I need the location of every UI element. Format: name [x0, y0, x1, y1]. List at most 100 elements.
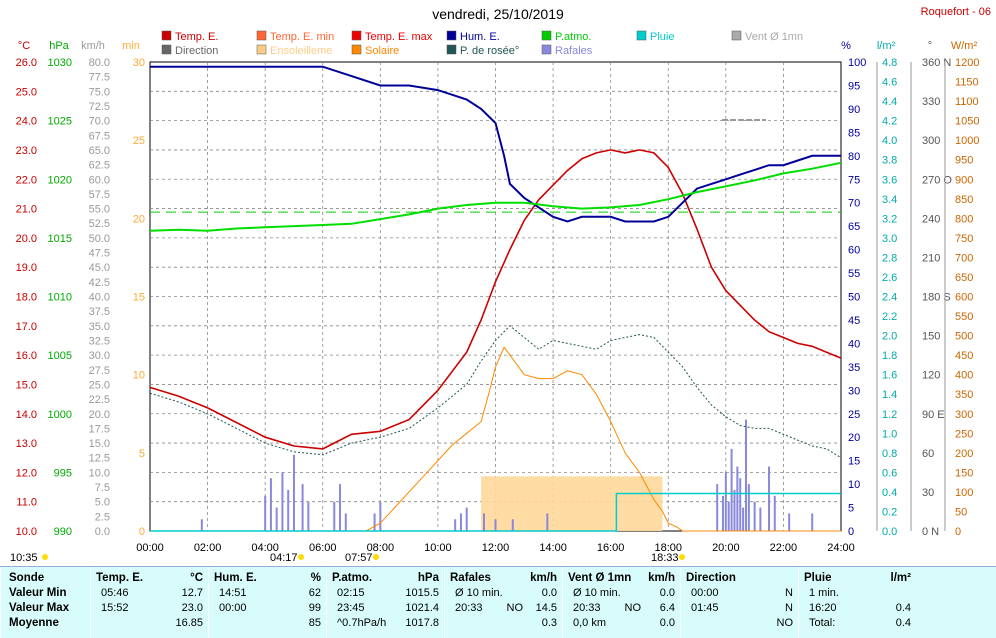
- sun-time: 18:33: [651, 552, 679, 564]
- axis-tick-rain: 4.6: [882, 77, 897, 89]
- legend-label: Temp. E. min: [270, 31, 334, 43]
- axis-tick-wind: 67.5: [89, 130, 110, 142]
- axis-tick-rain: 1.6: [882, 370, 897, 382]
- axis-tick-wind: 25.0: [89, 379, 110, 391]
- axis-tick-wind: 32.5: [89, 335, 110, 347]
- axis-tick-solar_min: 15: [133, 292, 145, 304]
- axis-tick-wind: 30.0: [89, 350, 110, 362]
- axis-tick-temp: 23.0: [16, 145, 37, 157]
- axis-tick-temp: 19.0: [16, 262, 37, 274]
- gust-bar: [275, 507, 278, 531]
- summary-column: Direction 00:00 N 01:45 N NO: [680, 567, 799, 638]
- summary-cell-value: 62: [308, 587, 321, 599]
- axis-tick-rain: 2.4: [882, 292, 897, 304]
- axis-tick-rain: 2.0: [882, 331, 897, 343]
- axis-unit-solar_min: min: [122, 40, 140, 52]
- axis-tick-radiation: 650: [955, 272, 973, 284]
- axis-tick-wind: 47.5: [89, 248, 110, 260]
- axis-tick-wind: 5.0: [95, 497, 110, 509]
- summary-column-unit: l/m²: [890, 572, 911, 584]
- sun-icon: [679, 554, 685, 560]
- axis-unit-direction: °: [928, 40, 932, 52]
- axis-tick-radiation: 1100: [955, 96, 979, 108]
- gust-bar: [773, 495, 776, 531]
- swatch-orange-icon: [351, 44, 362, 55]
- summary-column-title: P.atmo.: [332, 572, 373, 584]
- summary-label-column: Sonde Valeur Min Valeur Max Moyenne: [0, 567, 91, 638]
- axis-tick-pressure: 990: [54, 526, 72, 538]
- summary-column: Rafales km/h Ø 10 min. 0.0 20:33 NO 14.5 0.3: [444, 567, 563, 638]
- axis-tick-pressure: 1000: [48, 409, 72, 421]
- gust-bar: [747, 484, 750, 531]
- sun-icon: [42, 554, 48, 560]
- axis-tick-radiation: 1150: [955, 77, 979, 89]
- summary-column-unit: km/h: [648, 572, 675, 584]
- gust-bar: [307, 501, 310, 531]
- axis-tick-direction: 150: [922, 331, 940, 343]
- axis-tick-radiation: 750: [955, 233, 973, 245]
- axis-tick-temp: 21.0: [16, 204, 37, 216]
- summary-cell-value: N: [785, 602, 793, 614]
- gust-bar: [721, 495, 724, 531]
- axis-tick-wind: 17.5: [89, 423, 110, 435]
- axis-tick-radiation: 500: [955, 331, 973, 343]
- axis-tick-rain: 4.8: [882, 57, 897, 69]
- axis-tick-radiation: 150: [955, 467, 973, 479]
- gust-bar: [287, 489, 290, 531]
- axis-tick-rain: 0.2: [882, 506, 897, 518]
- time-tick: 06:00: [309, 542, 337, 554]
- gust-bar: [379, 501, 382, 531]
- axis-tick-humidity: 55: [848, 268, 860, 280]
- series-solaire: [150, 346, 841, 532]
- sunshine-bar: [481, 476, 617, 531]
- series-p-de-ros-e-: [149, 325, 842, 459]
- summary-cell-value: 0.4: [895, 617, 911, 629]
- axis-tick-temp: 26.0: [16, 57, 37, 69]
- time-tick: 04:00: [251, 542, 279, 554]
- summary-cell-time: 02:15: [337, 587, 365, 599]
- axis-tick-direction: 120: [922, 370, 940, 382]
- axis-tick-wind: 22.5: [89, 394, 110, 406]
- axis-tick-rain: 0.0: [882, 526, 897, 538]
- axis-tick-rain: 2.6: [882, 272, 897, 284]
- series-pluie: [150, 492, 841, 532]
- axis-tick-humidity: 35: [848, 362, 860, 374]
- axis-tick-radiation: 300: [955, 409, 973, 421]
- summary-cell-value: NO: [776, 617, 794, 629]
- axis-tick-temp: 22.0: [16, 174, 37, 186]
- axis-tick-wind: 10.0: [89, 467, 110, 479]
- axis-tick-temp: 25.0: [16, 86, 37, 98]
- axis-tick-wind: 65.0: [89, 145, 110, 157]
- chart-grid: [149, 61, 842, 532]
- chart-title: vendredi, 25/10/2019: [432, 6, 564, 22]
- summary-table: Sonde Valeur Min Valeur Max Moyenne Temp. E.…: [0, 566, 996, 638]
- axis-tick-rain: 0.6: [882, 467, 897, 479]
- summary-cell-dir: NO: [624, 602, 642, 614]
- axis-tick-wind: 55.0: [89, 204, 110, 216]
- sunshine-bar: [616, 476, 663, 531]
- axis-tick-wind: 72.5: [89, 101, 110, 113]
- sun-icon: [373, 554, 379, 560]
- summary-cell-time: 01:45: [691, 602, 719, 614]
- series-temp-e-: [149, 149, 842, 450]
- axis-tick-humidity: 0: [848, 526, 854, 538]
- swatch-gray-icon: [161, 44, 172, 55]
- axis-tick-radiation: 900: [955, 174, 973, 186]
- axis-tick-humidity: 15: [848, 456, 860, 468]
- axis-tick-radiation: 1200: [955, 57, 979, 69]
- axis-tick-humidity: 25: [848, 409, 860, 421]
- axis-tick-radiation: 350: [955, 389, 973, 401]
- summary-column: Hum. E.% 14:51 62 00:00 99 85: [208, 567, 327, 638]
- axis-tick-humidity: 45: [848, 315, 860, 327]
- swatch-cyan-icon: [636, 30, 647, 41]
- axis-tick-humidity: 75: [848, 174, 860, 186]
- summary-cell-time: 0,0 km: [573, 617, 607, 629]
- gust-bar: [730, 448, 733, 531]
- axis-tick-wind: 35.0: [89, 321, 110, 333]
- summary-column: P.atmo. hPa 02:15 1015.5 23:45 1021.4 ^0.7hPa/…: [326, 567, 445, 638]
- gust-bar: [733, 489, 736, 531]
- time-tick: 10:00: [424, 542, 452, 554]
- axis-tick-solar_min: 30: [133, 57, 145, 69]
- axis-tick-wind: 70.0: [89, 116, 110, 128]
- summary-column-title: Hum. E.: [214, 572, 257, 584]
